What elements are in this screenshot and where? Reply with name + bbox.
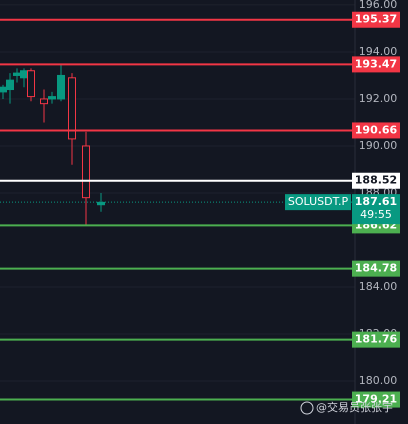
level-label: 181.76 [355, 333, 398, 346]
y-tick-label: 180.00 [359, 374, 398, 387]
candle-body [68, 77, 76, 140]
y-tick-label: 194.00 [359, 45, 398, 58]
watermark-icon [300, 401, 314, 415]
level-label-box [352, 391, 400, 408]
symbol-box [285, 194, 351, 211]
level-label: 184.78 [355, 262, 397, 275]
candle-body [6, 79, 14, 91]
level-label: 179.21 [355, 393, 397, 406]
level-label: 195.37 [355, 13, 397, 26]
y-tick-label: 196.00 [359, 0, 398, 11]
candle-body [27, 70, 35, 98]
candle-body [13, 72, 21, 76]
level-label-box [352, 11, 400, 28]
candle-body [20, 70, 28, 79]
level-label-box [352, 260, 400, 277]
watermark: @交易员张张宇 [316, 400, 393, 414]
candle-body [57, 74, 65, 100]
level-label: 193.47 [355, 57, 397, 70]
current-price: 187.61 [355, 195, 397, 208]
level-label: 190.66 [355, 123, 398, 136]
level-label-box [352, 56, 400, 73]
y-tick-label: 184.00 [359, 280, 398, 293]
level-label-box [352, 172, 400, 189]
countdown: 49:55 [360, 208, 392, 221]
level-label-box [352, 331, 400, 348]
candle-body [82, 145, 90, 199]
candle-body [97, 201, 105, 206]
candle-body [40, 98, 48, 105]
level-label-box [352, 122, 400, 139]
symbol-label: SOLUSDT.P [288, 195, 349, 208]
price-box [352, 194, 400, 225]
candle-body [0, 86, 7, 93]
level-label: 188.52 [355, 174, 397, 187]
candle-body [48, 96, 56, 100]
y-tick-label: 190.00 [359, 139, 398, 152]
y-tick-label: 192.00 [359, 92, 398, 105]
